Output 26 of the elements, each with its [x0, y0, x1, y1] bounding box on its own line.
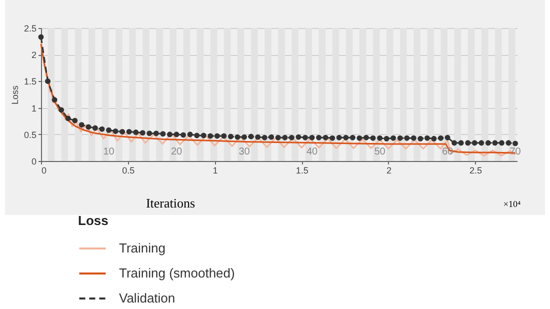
x-tick-label: 1.5: [296, 166, 308, 176]
annotation: 50: [374, 146, 386, 158]
x-axis-title: Iterations: [146, 196, 196, 210]
legend-label: Validation: [119, 290, 176, 306]
legend-title: Loss: [78, 213, 108, 228]
y-axis-title: Loss: [10, 84, 20, 105]
annotation: 60: [442, 146, 454, 158]
y-tick-label: 0.5: [24, 130, 36, 140]
y-tick-label: 0: [31, 156, 36, 166]
x-tick-label: 2.5: [470, 166, 482, 176]
y-tick-label: 1.5: [24, 76, 36, 87]
annotation: 70: [510, 146, 522, 158]
x-tick-label: 0: [42, 166, 47, 176]
annotation: 30: [238, 146, 250, 158]
legend-label: Training: [119, 240, 166, 256]
x-tick-label: 2: [386, 166, 392, 176]
annotation: 20: [170, 146, 183, 158]
x-tick-label: 0.5: [122, 166, 135, 176]
legend-label: Training (smoothed): [119, 266, 235, 280]
annotation: 40: [306, 146, 318, 158]
y-tick-label: 2: [31, 50, 36, 60]
x-tick-label: 1: [212, 166, 218, 176]
text: ×10⁴: [503, 199, 521, 209]
annotation: 10: [103, 146, 115, 158]
y-tick-label: 2.5: [24, 24, 36, 34]
y-tick-label: 1: [31, 103, 36, 114]
